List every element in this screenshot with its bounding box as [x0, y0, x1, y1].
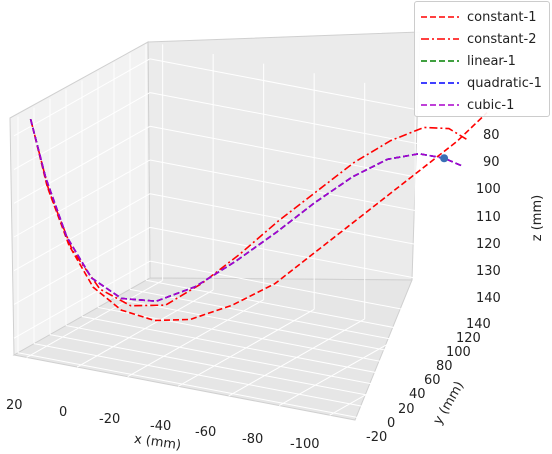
- grid-y-2: [49, 334, 392, 401]
- target-marker-point: [440, 154, 449, 163]
- back-pane: [147, 31, 421, 281]
- y-tick-140: 140: [466, 317, 491, 332]
- y-tick-100: 100: [446, 345, 471, 360]
- legend-label-constant-1: constant-1: [467, 9, 537, 25]
- grid-z-back-1: [149, 92, 492, 159]
- legend: constant-1 constant-2 linear-1 quadratic…: [414, 1, 550, 117]
- y-tick-80: 80: [436, 359, 453, 374]
- y-tick-0: 0: [387, 416, 395, 431]
- x-tick-neg40: -40: [150, 419, 171, 434]
- z-tick-80: 80: [483, 128, 500, 143]
- z-tick-labels: 80 90 100 110 120 130 140: [476, 128, 501, 306]
- grid-y-3: [65, 325, 408, 392]
- grid-z-back-4: [149, 193, 492, 260]
- z-tick-100: 100: [476, 182, 501, 197]
- y-tick-20: 20: [398, 402, 415, 417]
- y-tick-120: 120: [456, 331, 481, 346]
- x-tick-0: 0: [59, 405, 67, 420]
- x-tick-neg20: -20: [99, 412, 120, 427]
- grid-z-left-1: [13, 92, 151, 171]
- grid-y-6: [113, 297, 456, 364]
- z-tick-110: 110: [476, 210, 501, 225]
- grid-z-left-6: [13, 260, 151, 339]
- z-tick-120: 120: [476, 237, 501, 252]
- legend-label-linear-1: linear-1: [467, 53, 516, 69]
- grid-z-left-2: [13, 125, 151, 204]
- grid-z-left-0: [13, 58, 151, 137]
- grid-z-back-3: [149, 159, 492, 226]
- legend-swatch-constant-2: [421, 38, 459, 40]
- x-tick-20: 20: [6, 398, 23, 413]
- x-tick-neg60: -60: [195, 425, 216, 440]
- legend-swatch-linear-1: [421, 60, 459, 62]
- legend-label-constant-2: constant-2: [467, 31, 537, 47]
- y-tick-40: 40: [409, 387, 426, 402]
- grid-z-left-3: [13, 159, 151, 238]
- z-tick-90: 90: [483, 155, 500, 170]
- z-axis-label: z (mm): [530, 195, 545, 241]
- legend-item-cubic-1: cubic-1: [421, 94, 514, 116]
- legend-item-linear-1: linear-1: [421, 50, 516, 72]
- grid-y-1: [33, 343, 376, 410]
- legend-label-quadratic-1: quadratic-1: [467, 75, 542, 91]
- grid-z-left-4: [13, 193, 151, 272]
- series-line-constant-1: [29, 112, 488, 322]
- grid-z-back-2: [149, 125, 492, 192]
- grid-z-back-6: [149, 260, 492, 327]
- x-tick-labels: 20 0 -20 -40 -60 -80 -100: [6, 398, 320, 452]
- grid-lines: [13, 44, 492, 419]
- legend-swatch-quadratic-1: [421, 82, 459, 84]
- grid-y-4: [81, 316, 424, 382]
- x-axis-label: x (mm): [133, 432, 182, 453]
- grid-y-8: [145, 279, 488, 346]
- y-tick-neg20: -20: [366, 430, 387, 445]
- z-tick-140: 140: [476, 291, 501, 306]
- grid-y-7: [129, 288, 472, 355]
- x-tick-neg100: -100: [290, 437, 320, 452]
- y-tick-60: 60: [424, 373, 441, 388]
- series-layer: [29, 112, 488, 322]
- grid-z-left-5: [13, 226, 151, 305]
- legend-item-constant-2: constant-2: [421, 28, 536, 50]
- grid-z-back-5: [149, 226, 492, 293]
- x-tick-neg80: -80: [242, 432, 263, 447]
- legend-item-constant-1: constant-1: [421, 6, 536, 28]
- y-tick-labels: -20 0 20 40 60 80 100 120 140: [366, 317, 491, 445]
- series-line-cubic-1: [29, 118, 463, 303]
- marker-layer: [440, 154, 449, 163]
- grid-y-0: [17, 352, 360, 419]
- legend-swatch-constant-1: [421, 16, 459, 18]
- legend-label-cubic-1: cubic-1: [467, 97, 515, 113]
- legend-item-quadratic-1: quadratic-1: [421, 72, 542, 94]
- z-tick-130: 130: [476, 264, 501, 279]
- grid-y-5: [97, 306, 440, 373]
- legend-swatch-cubic-1: [421, 104, 459, 106]
